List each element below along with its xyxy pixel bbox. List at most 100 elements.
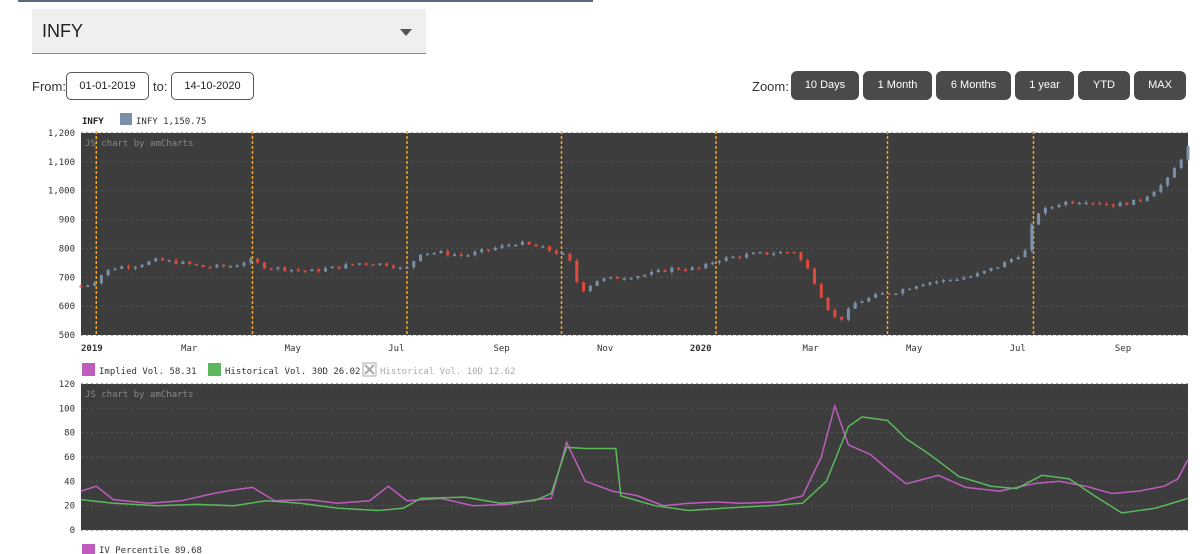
chevron-down-icon[interactable] xyxy=(400,29,412,36)
candle-body[interactable] xyxy=(419,254,423,262)
candle-body[interactable] xyxy=(670,267,674,272)
candle-body[interactable] xyxy=(534,244,538,247)
candle-body[interactable] xyxy=(99,275,103,284)
candle-body[interactable] xyxy=(609,276,613,279)
candle-body[interactable] xyxy=(724,257,728,261)
symbol-select[interactable]: INFY xyxy=(32,9,426,54)
candle-body[interactable] xyxy=(1132,199,1136,205)
candle-body[interactable] xyxy=(208,267,212,269)
candle-body[interactable] xyxy=(412,261,416,268)
candle-body[interactable] xyxy=(935,281,939,283)
candle-body[interactable] xyxy=(649,272,653,275)
candle-body[interactable] xyxy=(656,270,660,273)
candle-body[interactable] xyxy=(731,256,735,259)
candle-body[interactable] xyxy=(955,279,959,282)
candle-body[interactable] xyxy=(758,252,762,254)
candle-body[interactable] xyxy=(1037,213,1041,225)
candle-body[interactable] xyxy=(792,252,796,254)
candle-body[interactable] xyxy=(113,268,117,271)
candle-body[interactable] xyxy=(595,280,599,286)
candle-body[interactable] xyxy=(880,293,884,295)
candle-body[interactable] xyxy=(812,268,816,284)
candle-body[interactable] xyxy=(942,279,946,282)
candle-body[interactable] xyxy=(269,268,273,270)
candle-body[interactable] xyxy=(127,266,131,269)
candle-body[interactable] xyxy=(765,252,769,255)
candle-body[interactable] xyxy=(276,267,280,269)
candle-body[interactable] xyxy=(1016,257,1020,260)
candle-body[interactable] xyxy=(405,267,409,269)
candle-body[interactable] xyxy=(446,251,450,256)
candle-body[interactable] xyxy=(120,266,124,269)
candle-body[interactable] xyxy=(948,279,952,282)
candle-body[interactable] xyxy=(1009,259,1013,262)
candle-body[interactable] xyxy=(1098,202,1102,205)
candle-body[interactable] xyxy=(636,276,640,279)
candle-body[interactable] xyxy=(683,269,687,272)
candle-body[interactable] xyxy=(1186,146,1190,160)
candle-body[interactable] xyxy=(819,283,823,298)
candle-body[interactable] xyxy=(588,285,592,292)
candle-body[interactable] xyxy=(772,253,776,256)
candle-body[interactable] xyxy=(1057,205,1061,207)
zoom-max-button[interactable]: MAX xyxy=(1134,71,1186,100)
candle-body[interactable] xyxy=(520,241,524,245)
candle-body[interactable] xyxy=(894,293,898,296)
candle-body[interactable] xyxy=(908,288,912,291)
candle-body[interactable] xyxy=(1125,202,1129,205)
candle-body[interactable] xyxy=(235,265,239,268)
candle-body[interactable] xyxy=(317,269,321,272)
zoom-ytd-button[interactable]: YTD xyxy=(1078,71,1130,100)
candle-body[interactable] xyxy=(364,263,368,265)
candle-body[interactable] xyxy=(867,297,871,302)
candle-body[interactable] xyxy=(527,241,531,245)
candle-body[interactable] xyxy=(493,247,497,250)
candle-body[interactable] xyxy=(622,278,626,280)
candle-body[interactable] xyxy=(283,267,287,271)
candle-body[interactable] xyxy=(1159,185,1163,192)
candle-body[interactable] xyxy=(371,264,375,266)
candle-body[interactable] xyxy=(846,308,850,320)
candle-body[interactable] xyxy=(602,278,606,281)
candle-body[interactable] xyxy=(256,258,260,263)
candle-body[interactable] xyxy=(921,284,925,287)
candle-body[interactable] xyxy=(860,301,864,304)
implied-vol-legend-swatch[interactable] xyxy=(82,363,95,376)
candle-body[interactable] xyxy=(901,289,905,294)
candle-body[interactable] xyxy=(874,294,878,298)
candle-body[interactable] xyxy=(785,252,789,254)
candle-body[interactable] xyxy=(514,244,518,247)
candle-body[interactable] xyxy=(398,267,402,269)
candle-body[interactable] xyxy=(1105,203,1109,206)
candle-body[interactable] xyxy=(1172,168,1176,178)
candle-body[interactable] xyxy=(1064,201,1068,206)
candle-body[interactable] xyxy=(344,264,348,269)
implied-vol-line[interactable] xyxy=(80,403,1189,507)
candle-body[interactable] xyxy=(928,282,932,285)
candle-body[interactable] xyxy=(982,270,986,274)
candle-body[interactable] xyxy=(262,262,266,269)
zoom-6-months-button[interactable]: 6 Months xyxy=(936,71,1011,100)
candle-body[interactable] xyxy=(215,264,219,268)
candle-body[interactable] xyxy=(160,258,164,261)
candle-body[interactable] xyxy=(303,270,307,272)
candle-body[interactable] xyxy=(1023,250,1027,258)
candle-body[interactable] xyxy=(500,245,504,248)
candle-body[interactable] xyxy=(1030,224,1034,251)
candle-body[interactable] xyxy=(480,249,484,252)
candle-body[interactable] xyxy=(473,251,477,256)
price-legend-swatch[interactable] xyxy=(120,113,132,125)
candle-body[interactable] xyxy=(439,251,443,254)
candle-body[interactable] xyxy=(690,267,694,271)
candle-body[interactable] xyxy=(385,263,389,266)
candle-body[interactable] xyxy=(323,268,327,272)
candle-body[interactable] xyxy=(459,254,463,256)
candle-body[interactable] xyxy=(106,269,110,276)
candle-body[interactable] xyxy=(663,270,667,272)
candle-body[interactable] xyxy=(1084,202,1088,205)
candle-body[interactable] xyxy=(1166,177,1170,186)
candle-body[interactable] xyxy=(989,268,993,271)
candle-body[interactable] xyxy=(228,266,232,268)
candle-body[interactable] xyxy=(629,278,633,280)
vol-plot-area[interactable] xyxy=(81,384,1188,530)
